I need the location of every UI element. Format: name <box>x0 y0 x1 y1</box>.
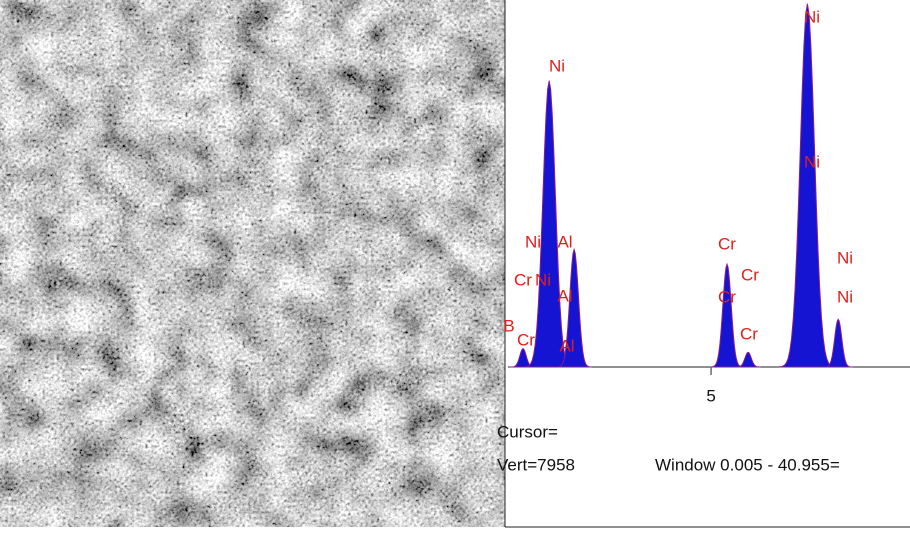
cursor-text: Cursor= <box>497 422 558 441</box>
peak <box>779 4 835 367</box>
peak-label: Ni <box>804 7 820 26</box>
peak-label: Al <box>559 336 574 355</box>
peak-label: Ni <box>549 56 565 75</box>
peak-label: Ni <box>535 270 551 289</box>
peak <box>524 81 573 367</box>
x-tick-label: 5 <box>706 386 715 405</box>
peak-label: Ni <box>525 232 541 251</box>
peak-label: Cr <box>740 324 758 343</box>
peak <box>735 352 760 367</box>
peak-label: Cr <box>514 270 532 289</box>
peak-label: Cr <box>718 287 736 306</box>
peak-label: Cr <box>741 265 759 284</box>
peak-label: B <box>503 316 514 335</box>
peak-label: Cr <box>718 234 736 253</box>
window-text: Window 0.005 - 40.955= <box>655 455 840 474</box>
peak-label: Cr <box>517 330 535 349</box>
peak-label: Ni <box>837 287 853 306</box>
peak-label: Al <box>557 286 572 305</box>
peak-label: Al <box>557 232 572 251</box>
peak-label: Ni <box>837 248 853 267</box>
micrograph <box>0 0 505 527</box>
peak <box>710 264 743 367</box>
peak <box>824 319 852 367</box>
chart: Cursor= Vert=7958 Window 0.005 - 40.955=… <box>0 0 910 534</box>
figure: Cursor= Vert=7958 Window 0.005 - 40.955=… <box>0 0 910 534</box>
vert-text: Vert=7958 <box>497 455 575 474</box>
peak-label: Ni <box>804 152 820 171</box>
